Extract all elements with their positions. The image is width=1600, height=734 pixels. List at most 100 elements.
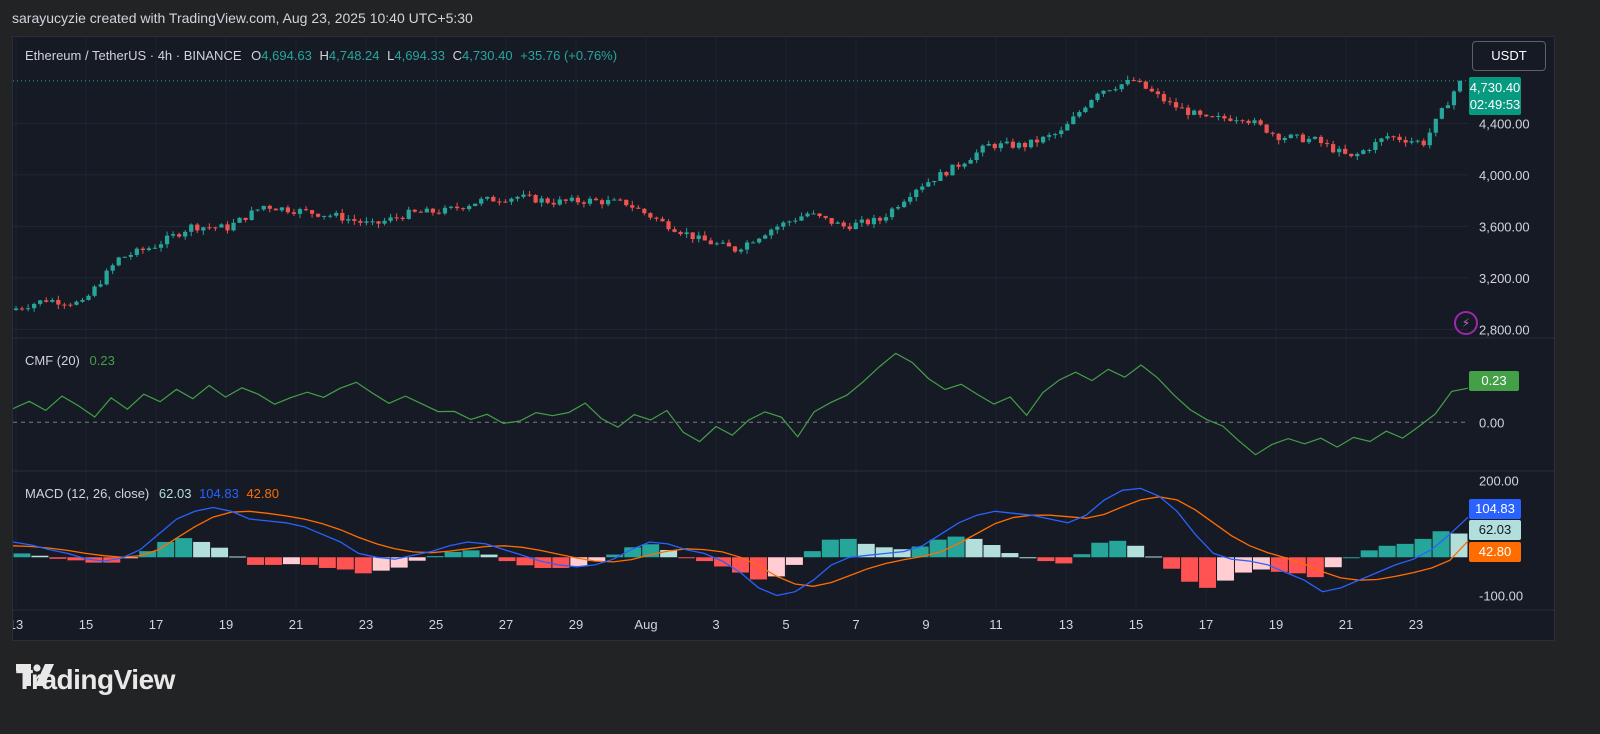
price-axis-label: 4,400.00 [1479,116,1530,131]
macd-hist-bar [444,551,462,558]
macd-hist-bar [1181,557,1199,582]
tradingview-logo-icon [16,664,54,686]
candle-body [1312,136,1318,139]
candle-body [1119,84,1124,90]
candle-body [1210,116,1215,118]
candle-body [225,224,230,231]
macd-hist-bar [1324,557,1342,568]
macd-axis-label: 200.00 [1479,474,1519,489]
candle-body [1258,120,1263,125]
low-label: L [387,48,395,63]
candle-body [1101,90,1106,94]
macd-hist-bar [552,557,570,568]
candle-body [170,234,176,236]
candle-body [1385,136,1390,139]
candle-body [1427,132,1432,146]
macd-hist-bar [803,551,821,558]
candle-body [442,207,448,214]
candle-body [25,308,31,310]
candle-body [454,206,460,209]
macd-label: MACD (12, 26, close) [25,486,150,501]
candle-body [654,217,659,219]
candle-body [364,221,369,223]
candle-body [418,211,423,213]
candle-body [871,217,877,225]
candle-body [648,213,653,218]
candle-body [128,254,133,257]
candle-body [865,219,871,225]
candle-body [13,308,19,311]
cmf-value: 0.23 [89,353,115,368]
candle-body [406,209,411,219]
candle-body [315,213,321,217]
candle-body [328,215,333,217]
candle-body [1059,130,1064,135]
time-axis-label: 11 [989,617,1003,632]
time-axis-label: 27 [499,617,513,632]
candle-body [1077,112,1082,117]
candle-body [1300,134,1306,143]
candle-body [877,217,883,221]
macd-hist-bar [588,557,606,562]
candle-body [1294,134,1299,136]
candle-body [769,229,774,236]
candle-body [346,219,351,221]
candle-body [140,248,146,251]
price-axis-label: 4,000.00 [1479,168,1530,183]
candle-body [279,207,284,211]
chart-canvas[interactable]: 4,400.00 4,000.00 3,600.00 3,200.00 2,800.00… [13,37,1555,641]
cmf-line [13,352,1469,456]
candle-body [1361,150,1366,154]
macd-hist-bar [318,557,336,568]
candle-body [962,163,967,167]
candle-body [1343,148,1348,154]
price-change: +35.76 (+0.76%) [520,48,618,63]
macd-hist-bar [660,549,678,558]
tradingview-logo[interactable]: TradingView [16,664,175,696]
candle-body [116,257,121,266]
candle-body [980,145,985,153]
candle-body [1071,116,1076,125]
lightning-icon[interactable]: ⚡ [1454,311,1478,335]
candle-body [1095,93,1100,101]
macd-hist-bar [462,550,480,558]
candle-body [1016,142,1022,148]
candle-body [1179,107,1185,109]
chart-panel[interactable]: 4,400.00 4,000.00 3,600.00 3,200.00 2,800.00… [12,36,1555,641]
candle-body [297,209,303,214]
candle-body [158,244,164,248]
candle-body [146,248,152,251]
candle-body [1040,136,1046,143]
candle-body [291,212,297,214]
macd-hist-bar [785,557,803,565]
candle-body [80,299,85,302]
candle-body [841,222,846,227]
candle-body [835,222,840,224]
macd-hist-bar [1342,557,1360,559]
candle-body [460,208,466,210]
candle-body [1409,141,1414,143]
candle-body [581,202,587,204]
candle-body [1034,139,1040,143]
candle-body [485,196,490,199]
currency-button[interactable]: USDT [1472,41,1546,71]
candle-body [509,198,514,202]
time-axis-label: 13 [1059,617,1073,632]
candle-body [1306,138,1312,143]
candle-body [1403,140,1408,143]
candle-body [98,284,103,287]
candle-body [370,221,375,223]
macd-hist-bar [1378,545,1396,558]
candle-body [612,199,617,201]
macd-signal-line [13,496,1469,587]
candle-body [569,197,574,201]
candle-body [110,265,115,271]
candle-body [551,202,556,205]
macd-hist-bar [1127,545,1145,558]
candle-body [883,217,889,221]
candle-body [902,201,907,208]
candle-body [152,247,158,249]
candle-body [1047,135,1052,137]
candle-body [243,217,248,220]
candle-body [1451,91,1457,106]
